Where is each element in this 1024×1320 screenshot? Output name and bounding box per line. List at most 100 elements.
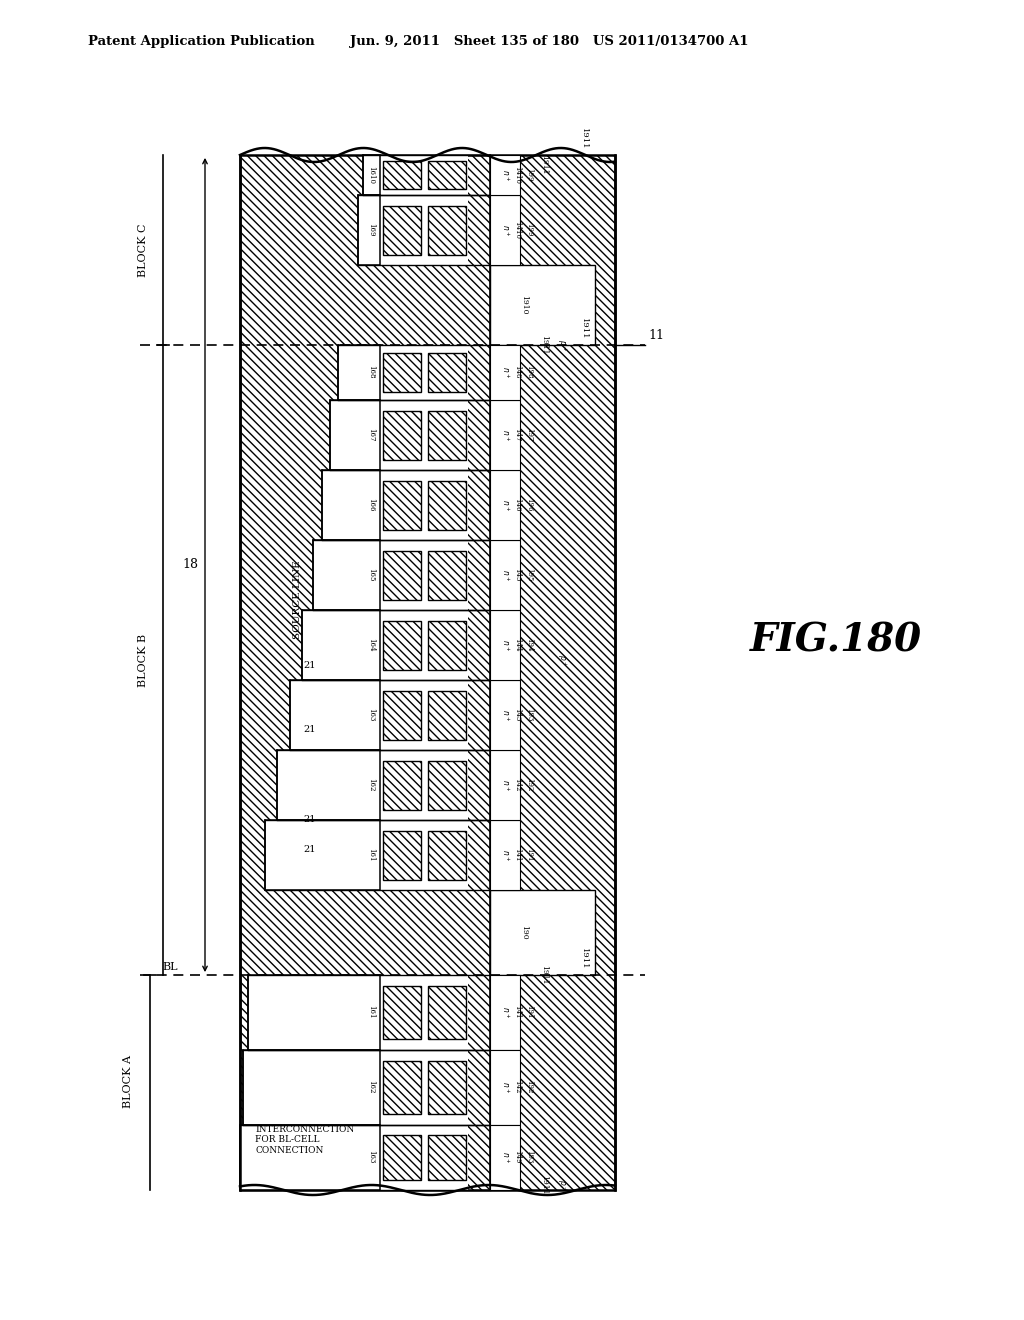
- Bar: [290, 680, 468, 750]
- Bar: [428, 986, 466, 1039]
- Text: 1410: 1410: [513, 220, 521, 239]
- Text: 199: 199: [525, 168, 534, 182]
- Text: 169: 169: [367, 223, 375, 236]
- Bar: [278, 750, 381, 820]
- Bar: [383, 411, 421, 459]
- Text: 163: 163: [367, 709, 375, 722]
- Bar: [383, 830, 421, 879]
- Bar: [428, 760, 466, 809]
- Bar: [362, 154, 468, 195]
- Bar: [362, 154, 380, 195]
- Text: 165: 165: [367, 568, 375, 582]
- Text: 145: 145: [513, 568, 521, 582]
- Bar: [383, 986, 421, 1039]
- Bar: [358, 195, 380, 265]
- Bar: [248, 975, 380, 1049]
- Bar: [428, 550, 466, 599]
- Bar: [313, 540, 468, 610]
- Text: SOURCE LINE: SOURCE LINE: [294, 561, 302, 639]
- Bar: [490, 680, 520, 750]
- Text: 149: 149: [513, 1150, 521, 1164]
- Bar: [313, 540, 381, 610]
- Bar: [330, 400, 468, 470]
- Text: FIG.180: FIG.180: [750, 620, 923, 659]
- Bar: [322, 470, 381, 540]
- Bar: [383, 206, 421, 255]
- Bar: [490, 540, 520, 610]
- Text: $n^+$: $n^+$: [500, 1151, 512, 1163]
- Bar: [240, 1125, 381, 1191]
- Text: 190: 190: [520, 925, 528, 940]
- Text: 193: 193: [525, 1150, 534, 1164]
- Bar: [490, 890, 595, 975]
- Bar: [243, 1049, 468, 1125]
- Text: 11: 11: [648, 329, 664, 342]
- Bar: [490, 265, 595, 345]
- Text: 1911: 1911: [540, 156, 548, 174]
- Bar: [428, 620, 466, 669]
- Text: 197: 197: [525, 428, 534, 442]
- Text: 195: 195: [525, 568, 534, 582]
- Bar: [265, 820, 468, 890]
- Text: 21: 21: [304, 660, 316, 669]
- Bar: [428, 206, 466, 255]
- Bar: [383, 760, 421, 809]
- Text: 162: 162: [367, 779, 375, 792]
- Text: 148: 148: [513, 366, 521, 379]
- Text: 1610: 1610: [367, 166, 375, 183]
- Text: 1911: 1911: [540, 1175, 548, 1195]
- Bar: [278, 750, 380, 820]
- Text: 1911: 1911: [540, 965, 548, 985]
- Bar: [240, 154, 615, 1191]
- Bar: [490, 820, 520, 890]
- Text: $n^+$: $n^+$: [500, 849, 512, 861]
- Text: 141: 141: [513, 1006, 521, 1019]
- Text: 191: 191: [525, 1006, 534, 1019]
- Text: $n^+$: $n^+$: [500, 709, 512, 721]
- Bar: [248, 975, 381, 1049]
- Bar: [243, 1049, 380, 1125]
- Text: $n^+$: $n^+$: [500, 169, 512, 181]
- Bar: [240, 1125, 380, 1191]
- Bar: [428, 830, 466, 879]
- Text: 21: 21: [304, 726, 316, 734]
- Bar: [302, 610, 381, 680]
- Bar: [240, 1125, 468, 1191]
- Bar: [428, 1061, 466, 1114]
- Text: 146: 146: [513, 498, 521, 512]
- Text: BLOCK A: BLOCK A: [123, 1056, 133, 1109]
- Bar: [240, 154, 615, 1191]
- Text: $n^+$: $n^+$: [500, 569, 512, 581]
- Bar: [330, 400, 381, 470]
- Text: $n^+$: $n^+$: [500, 1006, 512, 1018]
- Text: $n^+$: $n^+$: [500, 429, 512, 441]
- Text: 18: 18: [182, 558, 198, 572]
- Bar: [383, 1135, 421, 1180]
- Bar: [428, 690, 466, 739]
- Bar: [302, 610, 380, 680]
- Bar: [490, 345, 520, 400]
- Bar: [428, 1135, 466, 1180]
- Text: 161: 161: [367, 1006, 375, 1019]
- Text: 164: 164: [367, 639, 375, 652]
- Bar: [302, 610, 468, 680]
- Text: 1910: 1910: [520, 296, 528, 314]
- Text: 21: 21: [304, 846, 316, 854]
- Text: 163: 163: [367, 1150, 375, 1164]
- Bar: [338, 345, 381, 400]
- Text: $n^+$: $n^+$: [500, 639, 512, 651]
- Text: 198: 198: [525, 366, 534, 379]
- Text: Patent Application Publication: Patent Application Publication: [88, 36, 314, 48]
- Text: 144: 144: [513, 639, 521, 652]
- Text: 168: 168: [367, 366, 375, 379]
- Text: 1911: 1911: [540, 335, 548, 355]
- Bar: [428, 354, 466, 392]
- Text: 1911: 1911: [580, 318, 588, 341]
- Text: 196: 196: [525, 498, 534, 512]
- Bar: [428, 161, 466, 189]
- Bar: [383, 550, 421, 599]
- Bar: [243, 1049, 381, 1125]
- Text: 167: 167: [367, 428, 375, 442]
- Bar: [278, 750, 468, 820]
- Bar: [428, 411, 466, 459]
